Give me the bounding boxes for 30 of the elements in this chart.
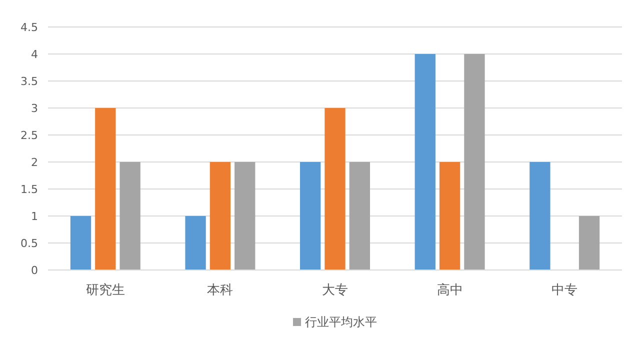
bar bbox=[578, 216, 600, 270]
y-tick-label: 1 bbox=[31, 210, 38, 223]
bar bbox=[210, 162, 231, 270]
y-tick-label: 3.5 bbox=[20, 75, 38, 88]
bar bbox=[185, 216, 206, 270]
x-tick-label: 本科 bbox=[207, 283, 234, 298]
bar bbox=[95, 108, 116, 270]
bar bbox=[300, 162, 321, 270]
y-tick-label: 2 bbox=[31, 156, 38, 169]
bar bbox=[349, 162, 370, 270]
y-tick-label: 3 bbox=[31, 102, 38, 115]
bar bbox=[464, 54, 485, 270]
legend-label: 行业平均水平 bbox=[305, 315, 377, 329]
y-tick-label: 0 bbox=[31, 264, 38, 277]
y-tick-label: 0.5 bbox=[20, 237, 38, 250]
x-tick-label: 大专 bbox=[322, 283, 348, 298]
bar bbox=[530, 162, 550, 270]
bar bbox=[70, 216, 92, 270]
y-tick-label: 4.5 bbox=[20, 21, 38, 34]
bar bbox=[120, 162, 140, 270]
x-tick-label: 高中 bbox=[436, 282, 463, 298]
bar bbox=[439, 162, 460, 270]
x-tick-label: 中专 bbox=[552, 283, 578, 298]
bar bbox=[414, 54, 436, 270]
y-tick-label: 4 bbox=[31, 48, 38, 61]
x-tick-label: 研究生 bbox=[86, 283, 125, 298]
bar bbox=[234, 162, 256, 270]
y-tick-label: 2.5 bbox=[20, 129, 38, 142]
y-tick-label: 1.5 bbox=[20, 183, 38, 196]
bar bbox=[324, 108, 346, 270]
